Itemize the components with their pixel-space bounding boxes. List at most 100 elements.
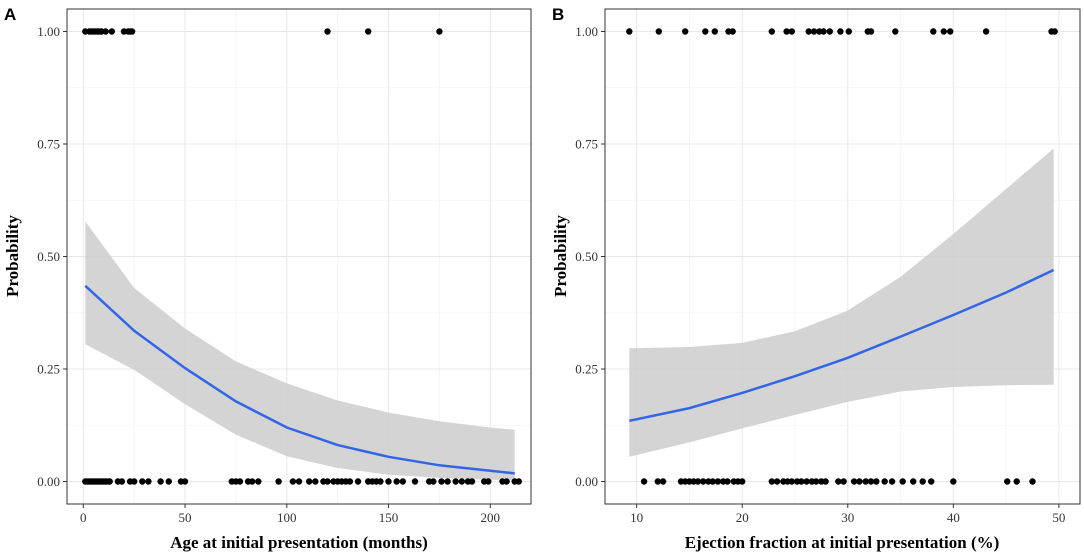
panel-a-data-point: [444, 478, 451, 485]
panel-a-data-point: [249, 478, 256, 485]
panel-b-data-point: [788, 28, 795, 35]
panel-a-data-point: [157, 478, 164, 485]
panel-a-data-point: [131, 478, 138, 485]
panel-b-y-axis-title: Probability: [551, 215, 570, 297]
panel-a-data-point: [438, 478, 445, 485]
panel-b-data-point: [812, 478, 820, 485]
panel-a-data-point: [346, 478, 354, 485]
panel-b-data-point: [626, 28, 633, 35]
panel-b-data-point: [881, 478, 888, 485]
panel-a-x-axis-title: Age at initial presentation (months): [170, 533, 428, 552]
panel-a-data-point: [458, 478, 465, 485]
panel-b-data-point: [1004, 478, 1011, 485]
panel-b-letter: B: [552, 5, 564, 24]
panel-b-data-point: [714, 478, 722, 485]
panel-b-data-point: [655, 28, 662, 35]
panel-b-data-point: [694, 478, 702, 485]
panel-b-data-point: [783, 28, 790, 35]
panel-a-data-point: [385, 478, 392, 485]
panel-b-data-point: [820, 28, 827, 35]
panel-a-x-tick-label: 50: [179, 510, 192, 525]
panel-b-data-point: [1029, 478, 1036, 485]
panel-a-x-tick-label: 0: [80, 510, 87, 525]
panel-a-y-tick-label: 0.25: [37, 362, 60, 377]
panel-b-data-point: [910, 478, 917, 485]
panel-a-data-point: [102, 28, 109, 35]
panel-b-data-point: [940, 28, 947, 35]
panel-b-data-point: [711, 28, 718, 35]
panel-a-y-tick-label: 0.75: [37, 137, 60, 152]
panel-b-confidence-band: [629, 148, 1054, 457]
panel-a-x-tick-label: 200: [481, 510, 501, 525]
panel-a-y-tick-label: 0.00: [37, 474, 60, 489]
panel-a-ticks: 0 50 100 150 200 0.00 0.25 0.50 0.75 1.00: [37, 24, 500, 525]
panel-b-data-point: [682, 28, 689, 35]
panel-a-x-tick-label: 100: [277, 510, 297, 525]
panel-a-confidence-band: [85, 221, 515, 481]
panel-a-data-point: [324, 478, 331, 485]
panel-b-data-point: [867, 478, 875, 485]
panel-a-points: [82, 28, 522, 485]
panel-a-data-point: [236, 478, 244, 485]
panel-a-data-point: [108, 28, 116, 35]
panel-a-data-point: [118, 478, 126, 485]
panel-b-data-point: [867, 28, 875, 35]
panel-a-data-point: [377, 478, 384, 485]
panel-b-data-point: [835, 478, 842, 485]
panel-a-data-point: [436, 28, 443, 35]
panel-a-age-plot: A 0 50 100 150 200 0.00 0.25 0.50 0.75 1.00 Age a…: [3, 5, 532, 552]
panel-b-data-point: [840, 478, 847, 485]
panel-a-data-point: [354, 478, 362, 485]
panel-b-x-tick-label: 40: [947, 510, 960, 525]
panel-b-fit-line: [629, 268, 1055, 423]
panel-b-data-point: [788, 478, 795, 485]
panel-a-y-tick-label: 1.00: [37, 24, 60, 39]
panel-b-data-point: [654, 478, 661, 485]
panel-a-data-point: [306, 478, 313, 485]
panel-b-data-point: [862, 478, 869, 485]
panel-b-data-point: [805, 28, 812, 35]
panel-b-data-point: [950, 478, 957, 485]
panel-a-fit-line: [84, 284, 515, 475]
panel-b-data-point: [1013, 478, 1020, 485]
panel-b-y-tick-label: 1.00: [575, 24, 598, 39]
panel-a-data-point: [312, 478, 319, 485]
panel-a-data-point: [128, 28, 136, 35]
panel-a-data-point: [468, 478, 476, 485]
panel-b-y-tick-label: 0.25: [575, 362, 598, 377]
panel-a-data-point: [275, 478, 282, 485]
panel-a-data-point: [106, 478, 113, 485]
panel-b-data-point: [930, 28, 937, 35]
panel-b-data-point: [768, 28, 775, 35]
panel-b-data-point: [928, 478, 935, 485]
panel-b-ticks: 10 20 30 40 50 0.00 0.25 0.50 0.75 1.00: [575, 24, 1065, 525]
panel-b-data-point: [702, 28, 709, 35]
panel-b-data-point: [888, 478, 896, 485]
panel-a-data-point: [255, 478, 262, 485]
panel-a-data-point: [399, 478, 406, 485]
panel-a-y-axis-title: Probability: [3, 215, 22, 297]
panel-a-data-point: [145, 478, 152, 485]
panel-a-data-point: [503, 478, 510, 485]
panel-b-x-tick-label: 10: [630, 510, 643, 525]
panel-b-ejection-fraction-plot: B 10 20 30 40 50 0.00 0.25 0.50 0.75 1.00 Ejectio…: [551, 5, 1081, 552]
panel-b-x-tick-label: 50: [1052, 510, 1065, 525]
panel-b-y-tick-label: 0.00: [575, 474, 598, 489]
panel-b-data-point: [739, 478, 746, 485]
panel-b-data-point: [659, 478, 667, 485]
panel-a-y-tick-label: 0.50: [37, 249, 60, 264]
panel-b-data-point: [700, 478, 707, 485]
panel-a-data-point: [411, 478, 419, 485]
panel-a-data-point: [365, 28, 372, 35]
panel-a-letter: A: [4, 5, 16, 24]
panel-b-data-point: [709, 478, 716, 485]
panel-a-data-point: [430, 478, 437, 485]
panel-b-data-point: [892, 28, 899, 35]
panel-b-data-point: [873, 478, 880, 485]
panel-b-data-point: [899, 478, 906, 485]
panel-b-points: [626, 28, 1058, 485]
panel-b-data-point: [724, 478, 731, 485]
panel-b-data-point: [810, 28, 818, 35]
panel-b-data-point: [803, 478, 810, 485]
